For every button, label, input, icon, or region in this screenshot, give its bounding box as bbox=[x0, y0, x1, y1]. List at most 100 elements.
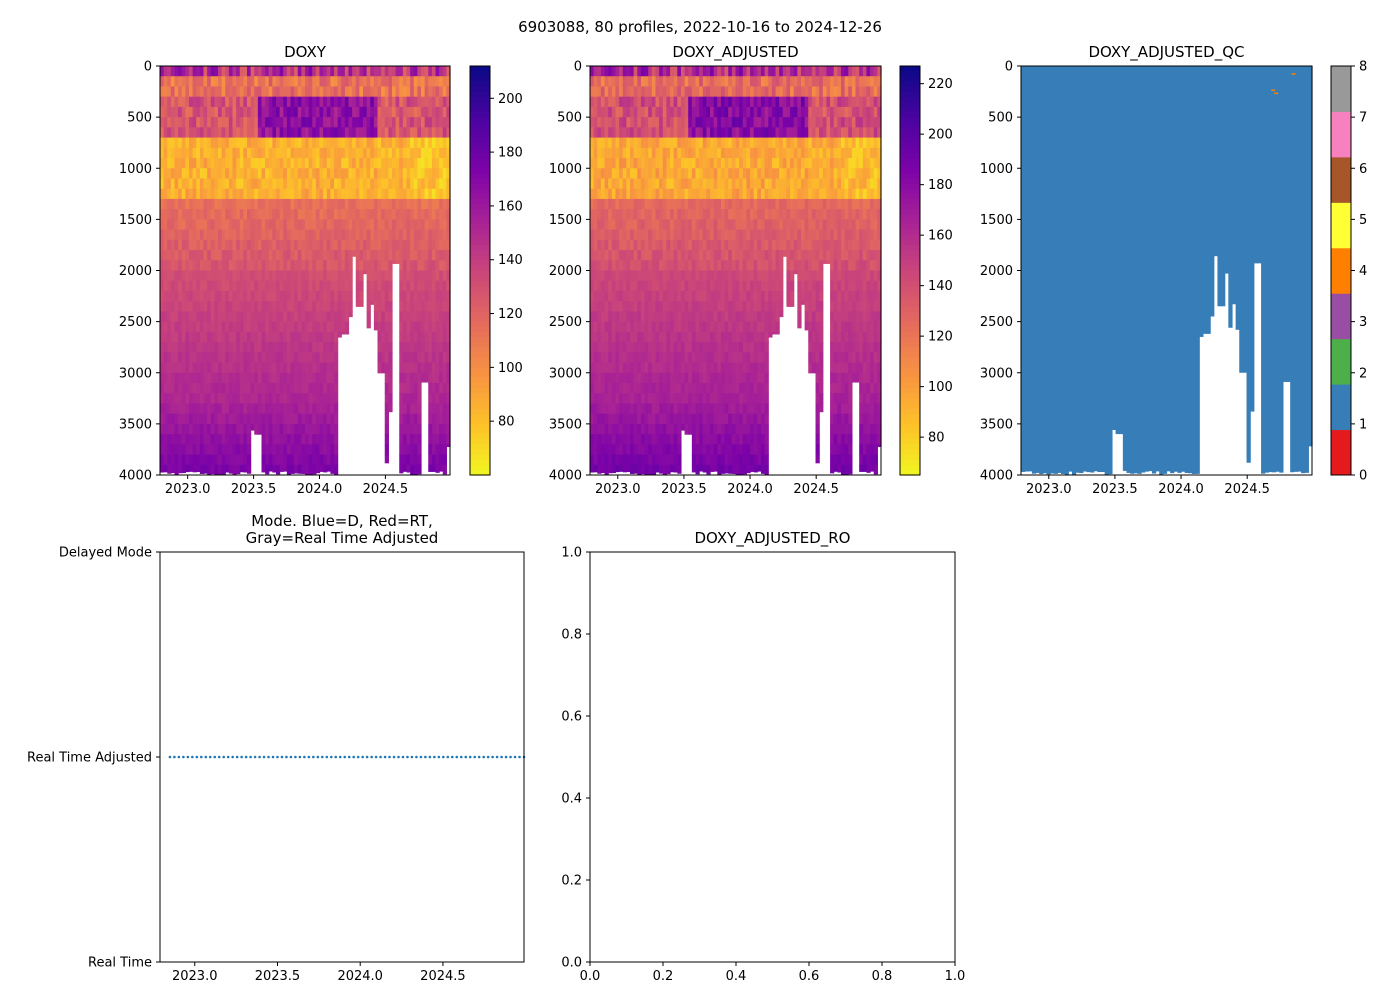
panel-doxy-cell bbox=[315, 86, 321, 98]
panel-doxy-cell bbox=[442, 229, 447, 241]
panel-doxy-cell bbox=[446, 106, 451, 118]
panel-doxy-cell bbox=[424, 229, 429, 241]
panel-doxy-adjusted-cell bbox=[757, 219, 762, 231]
panel-doxy-cell bbox=[323, 178, 328, 190]
panel-doxy-cell bbox=[257, 209, 263, 220]
panel-doxy-y-tick-label: 2000 bbox=[119, 264, 152, 279]
panel-doxy-cell bbox=[294, 301, 299, 312]
panel-doxy-adjusted-cell bbox=[593, 393, 598, 405]
panel-doxy-adjusted-cell bbox=[717, 106, 722, 118]
panel-doxy-cell bbox=[286, 301, 292, 312]
panel-doxy-cell bbox=[301, 464, 306, 474]
panel-doxy-adjusted-cell bbox=[597, 311, 602, 323]
panel-doxy-adjusted-cell bbox=[739, 219, 744, 231]
panel-doxy-adjusted-cell bbox=[680, 311, 686, 323]
panel-doxy-cell bbox=[185, 270, 190, 282]
panel-doxy-cell bbox=[352, 188, 357, 200]
panel-doxy-adjusted-cell bbox=[680, 106, 686, 118]
panel-doxy-adjusted-cell bbox=[688, 413, 693, 425]
panel-doxy-cell bbox=[363, 209, 368, 220]
panel-doxy-adjusted-cell bbox=[717, 66, 722, 77]
panel-doxy-cell bbox=[268, 382, 273, 394]
panel-doxy-adjusted-cell bbox=[630, 413, 635, 425]
panel-doxy-adjusted-cell bbox=[630, 464, 635, 474]
panel-doxy-adjusted-cell bbox=[604, 229, 609, 241]
panel-doxy-cell bbox=[312, 280, 317, 292]
panel-doxy-cell bbox=[388, 239, 393, 251]
panel-doxy-cell bbox=[399, 270, 404, 282]
panel-doxy-adjusted-cell bbox=[746, 444, 751, 456]
panel-doxy-adjusted-cell bbox=[611, 198, 617, 210]
panel-doxy-cell bbox=[286, 178, 292, 190]
panel-doxy-adjusted-cell bbox=[640, 372, 646, 384]
panel-doxy-cell bbox=[250, 423, 255, 431]
panel-doxy-cell bbox=[178, 423, 183, 435]
panel-doxy-adjusted-cell bbox=[651, 290, 657, 302]
panel-doxy-cell bbox=[413, 444, 418, 456]
panel-doxy-adjusted-cell bbox=[720, 311, 726, 323]
panel-doxy-cell bbox=[283, 260, 288, 272]
panel-doxy-adjusted-cell bbox=[666, 209, 671, 220]
panel-doxy-cell bbox=[286, 382, 292, 394]
panel-doxy-adjusted-cell bbox=[608, 137, 613, 149]
panel-doxy-adjusted-cell bbox=[666, 117, 671, 128]
panel-doxy-cell bbox=[417, 280, 422, 292]
panel-doxy-cell bbox=[308, 168, 313, 180]
panel-doxy-adjusted-cell bbox=[713, 96, 718, 108]
panel-doxy-cell bbox=[276, 158, 281, 169]
panel-doxy-adjusted-cell bbox=[717, 158, 722, 169]
panel-doxy-cell bbox=[221, 311, 226, 323]
panel-doxy-cell bbox=[326, 250, 331, 261]
panel-doxy-cell bbox=[413, 454, 418, 466]
panel-doxy-adjusted-cell bbox=[688, 352, 693, 364]
panel-doxy-cell bbox=[301, 372, 306, 384]
panel-doxy-cell bbox=[196, 147, 201, 159]
panel-doxy-adjusted-cell bbox=[662, 106, 667, 118]
panel-doxy-cell bbox=[210, 321, 215, 333]
panel-doxy-cell bbox=[319, 434, 324, 445]
panel-doxy-cell bbox=[370, 158, 375, 169]
panel-doxy-adjusted-cell bbox=[695, 362, 700, 374]
panel-doxy-cell bbox=[330, 188, 335, 200]
panel-doxy-adjusted-cell bbox=[702, 260, 707, 272]
panel-doxy-cell bbox=[228, 66, 234, 77]
panel-doxy-cell bbox=[199, 96, 205, 108]
panel-doxy-adjusted-cell bbox=[735, 158, 740, 169]
panel-doxy-adjusted-cell bbox=[706, 127, 711, 139]
panel-doxy-cell bbox=[446, 96, 451, 108]
panel-doxy-cell bbox=[199, 301, 205, 312]
panel-doxy-cell bbox=[268, 352, 273, 364]
panel-doxy-adjusted-cell bbox=[644, 444, 649, 456]
panel-doxy-cell bbox=[257, 168, 263, 180]
panel-doxy-adjusted-cell bbox=[670, 423, 675, 435]
panel-doxy-cell bbox=[355, 209, 360, 220]
panel-doxy-cell bbox=[207, 209, 212, 220]
panel-doxy-cell bbox=[439, 311, 444, 323]
panel-doxy-cell bbox=[239, 219, 244, 231]
panel-doxy-adjusted-cell bbox=[702, 127, 707, 139]
panel-doxy-cell bbox=[323, 454, 328, 466]
panel-doxy-colorbar-tick-label: 120 bbox=[498, 307, 523, 322]
panel-doxy-adjusted-cell bbox=[637, 290, 642, 302]
panel-doxy-cell bbox=[297, 444, 302, 456]
panel-doxy-cell bbox=[294, 423, 299, 435]
panel-doxy-adjusted-cell bbox=[764, 147, 769, 159]
panel-doxy-cell bbox=[257, 280, 263, 292]
panel-doxy-cell bbox=[410, 168, 415, 180]
panel-doxy-cell bbox=[370, 106, 375, 118]
panel-doxy-cell bbox=[210, 178, 215, 190]
panel-doxy-cell bbox=[257, 301, 263, 312]
panel-doxy-adjusted-cell bbox=[677, 321, 682, 333]
panel-doxy-adjusted-cell bbox=[720, 76, 726, 88]
panel-doxy-cell bbox=[228, 382, 234, 394]
panel-doxy-cell bbox=[366, 158, 371, 169]
panel-doxy-cell bbox=[192, 229, 197, 241]
panel-doxy-adjusted-cell bbox=[619, 352, 624, 364]
panel-doxy-adjusted-cell bbox=[746, 413, 751, 425]
panel-doxy-cell bbox=[330, 76, 335, 88]
panel-doxy-adjusted-cell bbox=[746, 311, 751, 323]
panel-doxy-cell bbox=[203, 342, 208, 353]
panel-doxy-cell bbox=[247, 352, 252, 364]
panel-doxy-cell bbox=[185, 147, 190, 159]
